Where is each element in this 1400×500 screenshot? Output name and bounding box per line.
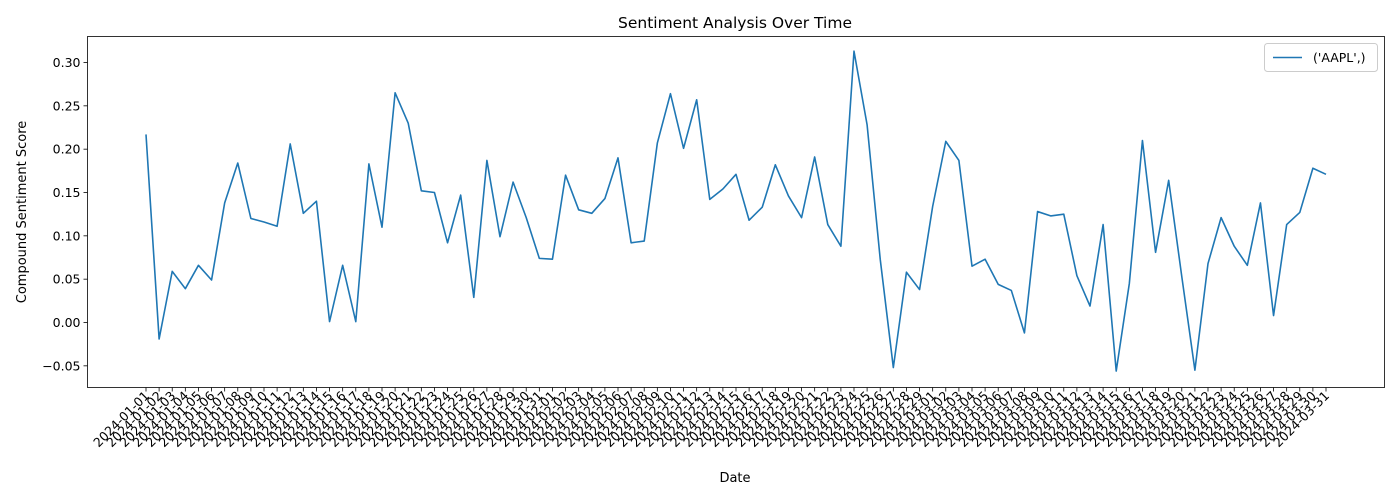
legend-label: ('AAPL',) <box>1313 50 1366 65</box>
x-axis-ticks: 2024-01-012024-01-022024-01-032024-01-04… <box>90 387 1332 450</box>
legend-box <box>1264 43 1378 72</box>
y-tick-label: 0.20 <box>53 142 81 157</box>
plot-area-frame <box>87 36 1385 388</box>
y-tick-label: −0.05 <box>42 358 80 373</box>
y-axis-ticks: −0.05 0.00 0.05 0.10 0.15 0.20 0.25 0.30 <box>42 55 88 373</box>
x-axis-label: Date <box>719 471 750 486</box>
y-tick-label: 0.30 <box>53 55 81 70</box>
y-tick-label: 0.10 <box>53 228 81 243</box>
y-tick-label: 0.05 <box>53 272 81 287</box>
y-tick-label: 0.00 <box>53 315 81 330</box>
chart-title: Sentiment Analysis Over Time <box>618 14 852 32</box>
legend: ('AAPL',) <box>1264 43 1378 72</box>
y-axis-label: Compound Sentiment Score <box>15 121 30 304</box>
y-tick-label: 0.25 <box>53 98 81 113</box>
series-lines <box>145 50 1327 372</box>
series-line-aapl <box>145 50 1327 372</box>
y-tick-label: 0.15 <box>53 185 81 200</box>
